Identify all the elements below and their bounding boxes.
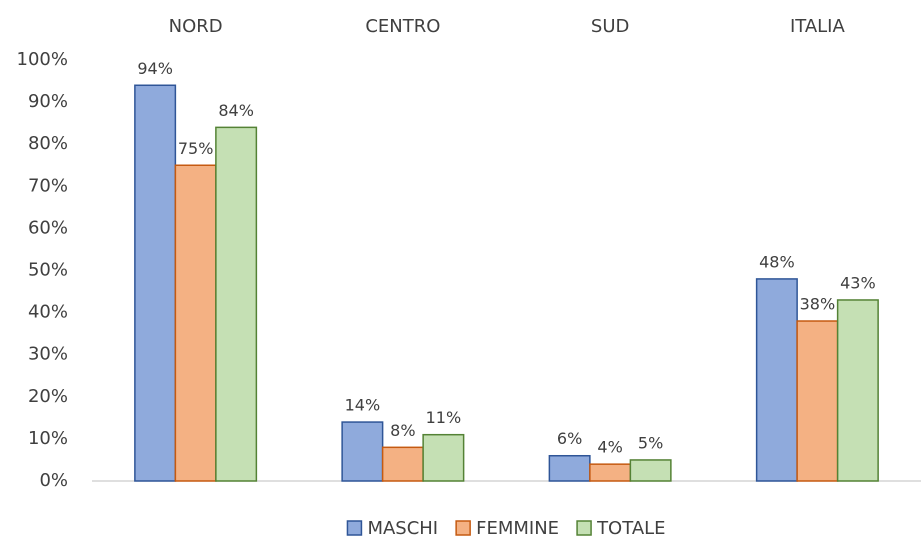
y-tick-label: 60% — [28, 217, 68, 238]
bar — [174, 164, 217, 482]
bar — [215, 126, 258, 482]
y-tick-label: 90% — [28, 91, 68, 112]
bar — [341, 421, 384, 482]
legend-label: MASCHI — [367, 518, 438, 539]
y-tick-label: 70% — [28, 175, 68, 196]
category-label: CENTRO — [365, 16, 440, 37]
legend-label: FEMMINE — [476, 518, 559, 539]
legend-swatch — [346, 520, 363, 536]
category-label: SUD — [591, 16, 629, 37]
bar — [548, 454, 591, 482]
y-tick-label: 20% — [28, 386, 68, 407]
legend-swatch — [455, 520, 471, 536]
data-label: 94% — [137, 59, 173, 78]
y-tick-label: 10% — [28, 428, 68, 449]
data-label: 14% — [345, 396, 381, 415]
data-label: 75% — [178, 139, 214, 158]
y-tick-label: 0% — [39, 470, 68, 491]
y-tick-label: 50% — [28, 260, 68, 281]
bar — [796, 320, 839, 482]
legend-swatch — [576, 520, 592, 536]
y-tick-label: 100% — [17, 49, 68, 70]
bar — [836, 299, 879, 482]
data-label: 38% — [800, 295, 836, 314]
legend-label: TOTALE — [596, 518, 665, 539]
bar — [589, 463, 632, 482]
bar — [755, 278, 798, 482]
data-label: 4% — [597, 438, 622, 457]
data-label: 43% — [840, 273, 876, 292]
y-tick-label: 80% — [28, 133, 68, 154]
y-tick-label: 30% — [28, 344, 68, 365]
y-tick-label: 40% — [28, 302, 68, 323]
category-label: ITALIA — [790, 16, 846, 37]
bar — [381, 446, 424, 482]
category-label: NORD — [169, 16, 223, 37]
bar — [422, 433, 465, 482]
data-label: 48% — [759, 252, 795, 271]
data-label: 6% — [557, 429, 582, 448]
bar — [134, 84, 177, 482]
data-label: 11% — [426, 408, 462, 427]
data-label: 8% — [390, 421, 415, 440]
data-label: 84% — [218, 101, 254, 120]
bar — [629, 459, 672, 482]
data-label: 5% — [638, 433, 663, 452]
